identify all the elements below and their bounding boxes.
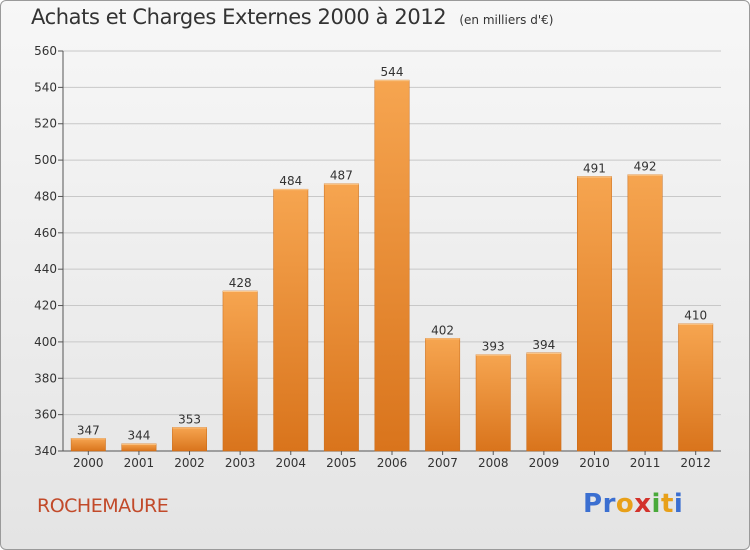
logo-letter: t (660, 489, 674, 519)
logo-letter: P (583, 489, 603, 519)
bar (374, 79, 410, 452)
chart-title-block: Achats et Charges Externes 2000 à 2012 (… (31, 5, 553, 29)
logo-letter: o (615, 489, 635, 519)
logo-letter: i (651, 489, 661, 519)
logo-letter: x (634, 489, 652, 519)
x-tick-label: 2000 (73, 456, 104, 470)
x-tick-label: 2011 (630, 456, 661, 470)
bar-value-label: 492 (634, 160, 657, 174)
x-tick-label: 2007 (427, 456, 458, 470)
bar (678, 323, 714, 452)
y-tick-label: 540 (34, 80, 57, 94)
x-tick-label: 2006 (377, 456, 408, 470)
bar (70, 438, 106, 452)
y-tick-label: 520 (34, 117, 57, 131)
bar (323, 183, 359, 452)
y-tick-label: 440 (34, 262, 57, 276)
bar-value-label: 491 (583, 161, 606, 175)
y-tick-label: 360 (34, 408, 57, 422)
city-name: ROCHEMAURE (37, 495, 169, 517)
bar-value-label: 487 (330, 169, 353, 183)
bar (577, 176, 612, 452)
bar-value-label: 394 (532, 338, 555, 352)
x-tick-label: 2002 (174, 456, 205, 470)
bar (425, 338, 461, 452)
y-tick-label: 460 (34, 226, 57, 240)
x-tick-label: 2008 (478, 456, 509, 470)
bar (627, 174, 663, 452)
bar (526, 352, 562, 452)
chart-units: (en milliers d'€) (459, 13, 554, 27)
logo-letter: i (673, 489, 684, 519)
y-tick-label: 420 (34, 299, 57, 313)
x-tick-label: 2009 (529, 456, 560, 470)
logo-letter: r (602, 489, 616, 519)
bar-value-label: 544 (381, 65, 404, 79)
x-tick-label: 2003 (225, 456, 256, 470)
chart-title: Achats et Charges Externes 2000 à 2012 (31, 5, 447, 29)
y-tick-label: 400 (34, 335, 57, 349)
y-tick-label: 380 (34, 371, 57, 385)
x-tick-label: 2010 (579, 456, 610, 470)
y-tick-label: 560 (34, 44, 57, 58)
x-tick-label: 2004 (275, 456, 306, 470)
y-tick-label: 480 (34, 189, 57, 203)
x-tick-label: 2001 (124, 456, 155, 470)
bar (121, 443, 157, 452)
bar (273, 188, 309, 452)
bar-value-label: 347 (77, 423, 100, 437)
x-tick-label: 2012 (680, 456, 711, 470)
y-tick-label: 500 (34, 153, 57, 167)
bar-value-label: 410 (684, 309, 707, 323)
bar-value-label: 428 (229, 276, 252, 290)
bar-value-label: 402 (431, 323, 454, 337)
y-tick-label: 340 (34, 444, 57, 458)
bar-value-label: 484 (279, 174, 302, 188)
bar (475, 354, 511, 452)
bar-value-label: 393 (482, 340, 505, 354)
bar (222, 290, 258, 452)
bar-value-label: 344 (127, 429, 150, 443)
bar (172, 427, 207, 452)
bar-value-label: 353 (178, 412, 201, 426)
proxiti-logo: Proxiti (583, 489, 683, 519)
x-tick-label: 2005 (326, 456, 357, 470)
